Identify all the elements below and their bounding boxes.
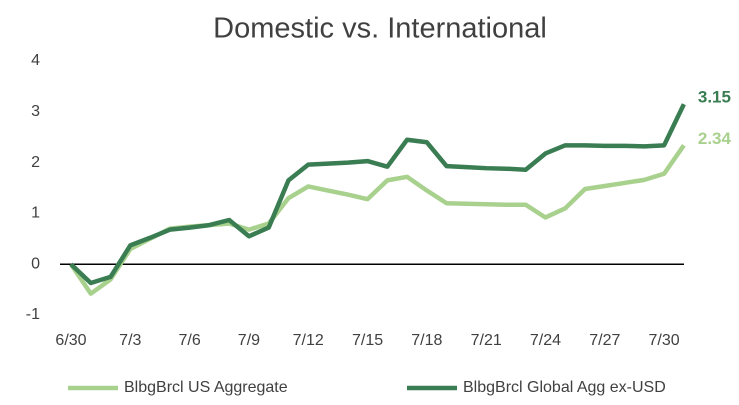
y-tick-label: 1: [31, 205, 40, 222]
y-tick-label: 2: [31, 154, 40, 171]
chart-title: Domestic vs. International: [213, 13, 547, 45]
end-label: 2.34: [698, 129, 732, 148]
y-tick-label: 3: [31, 103, 40, 120]
x-tick-label: 7/3: [119, 332, 141, 349]
x-tick-label: 7/27: [589, 332, 620, 349]
series-line: [69, 144, 686, 296]
x-tick-label: 7/24: [530, 332, 561, 349]
y-tick-label: 0: [31, 255, 40, 272]
x-tick-label: 7/12: [293, 332, 324, 349]
x-tick-label: 6/30: [55, 332, 86, 349]
x-tick-label: 7/18: [411, 332, 442, 349]
series-line: [69, 103, 686, 286]
x-tick-label: 7/6: [178, 332, 200, 349]
end-label: 3.15: [698, 88, 731, 107]
x-tick-label: 7/21: [471, 332, 502, 349]
y-tick-label: 4: [31, 52, 40, 69]
legend-label: BlbgBrcl Global Agg ex-USD: [463, 379, 666, 396]
x-tick-label: 7/15: [352, 332, 383, 349]
y-tick-label: -1: [26, 306, 40, 323]
x-tick-label: 7/30: [649, 332, 680, 349]
legend-label: BlbgBrcl US Aggregate: [124, 379, 288, 396]
x-tick-label: 7/9: [238, 332, 260, 349]
